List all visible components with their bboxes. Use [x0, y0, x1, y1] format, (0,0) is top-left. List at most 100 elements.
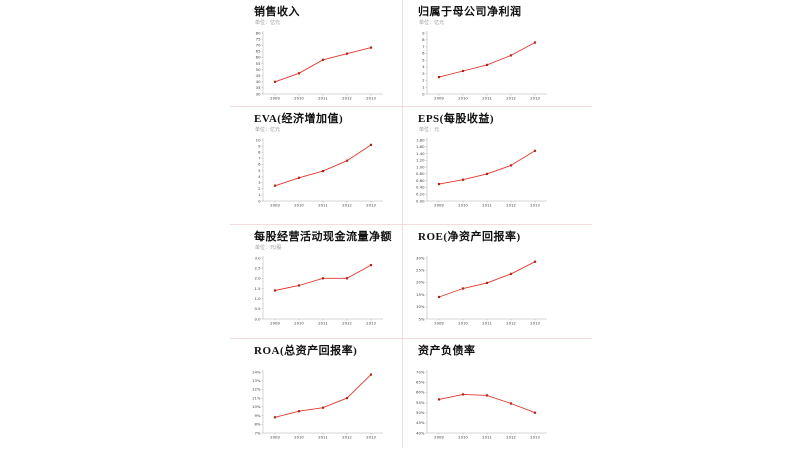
svg-text:0: 0	[422, 91, 425, 96]
svg-text:2013: 2013	[530, 435, 540, 440]
svg-text:2.5: 2.5	[254, 266, 261, 271]
svg-text:7%: 7%	[254, 430, 260, 435]
svg-text:5: 5	[258, 168, 261, 173]
svg-text:1.0: 1.0	[254, 296, 261, 301]
svg-text:2012: 2012	[342, 321, 352, 326]
svg-text:1.20: 1.20	[416, 158, 425, 163]
chart-card-roa: ROA(总资产回报率) 7% 8% 9% 10% 11% 12% 13% 14% 2009 201…	[230, 339, 402, 448]
line-chart-canvas: 0.000.20 0.40 0.60 0.80 1.001.20 1.40 1.60 1.80…	[416, 137, 547, 208]
svg-text:6: 6	[258, 162, 261, 167]
svg-text:2010: 2010	[458, 96, 468, 101]
svg-text:9: 9	[258, 143, 261, 148]
chart-card-parent-net-profit: 归属于母公司净利润 单位：亿元 0 1 2 3 4 5 6 7 8 9 2009 2010 2011 20…	[402, 0, 592, 107]
svg-text:2012: 2012	[342, 435, 352, 440]
svg-text:45%: 45%	[416, 420, 425, 425]
chart-title-roe: ROE(净资产回报率)	[418, 231, 521, 243]
svg-text:10%: 10%	[252, 404, 261, 409]
chart-title-roa: ROA(总资产回报率)	[254, 345, 358, 357]
line-chart-canvas: 40% 45% 50% 55% 60% 65% 70% 2009 2010 2011 2012 201…	[416, 369, 547, 440]
svg-text:2009: 2009	[434, 321, 444, 326]
svg-text:9: 9	[422, 30, 425, 35]
svg-text:55%: 55%	[416, 400, 425, 405]
chart-card-roe: ROE(净资产回报率) 5% 10% 15% 20% 25% 30% 2009 2010 201…	[402, 225, 592, 339]
svg-text:0.60: 0.60	[416, 178, 425, 183]
svg-text:15%: 15%	[416, 292, 425, 297]
svg-text:7: 7	[422, 44, 425, 49]
chart-unit-label: 单位：亿元	[419, 20, 445, 26]
chart-card-cashflow-per-share: 每股经营活动现金流量净额 单位：元/股 0.0 0.5 1.0 1.5 2.0 2.5 3.…	[230, 225, 402, 339]
svg-text:10%: 10%	[416, 304, 425, 309]
svg-text:2010: 2010	[458, 321, 468, 326]
svg-text:2010: 2010	[294, 96, 304, 101]
chart-unit-label: 单位：元/股	[255, 245, 282, 251]
line-chart-canvas: 0.0 0.5 1.0 1.5 2.0 2.5 3.0 2009 2010 2011 2012 201…	[254, 255, 383, 326]
svg-text:11%: 11%	[252, 395, 261, 400]
svg-text:30: 30	[256, 91, 261, 96]
svg-text:1.00: 1.00	[416, 164, 425, 169]
svg-text:2013: 2013	[366, 96, 376, 101]
svg-text:7: 7	[258, 156, 261, 161]
chart-title-sales-revenue: 销售收入	[254, 6, 300, 18]
svg-text:2009: 2009	[270, 96, 280, 101]
svg-text:3.0: 3.0	[254, 255, 261, 260]
svg-text:1.5: 1.5	[254, 286, 261, 291]
chart-card-sales-revenue: 销售收入 单位：亿元 30 35 40 45 50 55 60 65 70 75 80 2009 201…	[230, 0, 402, 107]
svg-text:2011: 2011	[318, 435, 328, 440]
svg-text:2012: 2012	[342, 203, 352, 208]
svg-text:14%: 14%	[252, 369, 261, 374]
svg-text:70: 70	[256, 43, 261, 48]
svg-text:45: 45	[256, 73, 261, 78]
svg-text:50%: 50%	[416, 410, 425, 415]
svg-text:0.20: 0.20	[416, 192, 425, 197]
svg-text:12%: 12%	[252, 387, 261, 392]
chart-unit-label: 单位：亿元	[255, 127, 281, 133]
svg-text:2013: 2013	[366, 321, 376, 326]
line-chart-roe: 5% 10% 15% 20% 25% 30% 2009 2010 2011 2012 2013	[416, 253, 558, 335]
svg-text:2009: 2009	[434, 203, 444, 208]
line-chart-canvas: 5% 10% 15% 20% 25% 30% 2009 2010 2011 2012 2013	[416, 255, 547, 326]
svg-text:8: 8	[422, 37, 425, 42]
line-chart-sales-revenue: 30 35 40 45 50 55 60 65 70 75 80 2009 2010 2011 2012 20…	[254, 28, 394, 110]
svg-text:60: 60	[256, 55, 261, 60]
svg-text:2011: 2011	[482, 96, 492, 101]
line-chart-cashflow-per-share: 0.0 0.5 1.0 1.5 2.0 2.5 3.0 2009 2010 2011 2012 201…	[254, 253, 394, 335]
svg-text:2012: 2012	[506, 321, 516, 326]
svg-text:2011: 2011	[318, 96, 328, 101]
line-chart-eps: 0.00 0.20 0.40 0.60 0.80 1.00 1.20 1.40 1.60 1.80…	[416, 135, 558, 217]
svg-text:4: 4	[422, 64, 425, 69]
svg-text:2011: 2011	[318, 203, 328, 208]
svg-text:3: 3	[258, 180, 261, 185]
svg-text:2011: 2011	[482, 203, 492, 208]
svg-text:80: 80	[256, 30, 261, 35]
svg-text:4: 4	[258, 174, 261, 179]
svg-text:2009: 2009	[270, 203, 280, 208]
chart-card-eps: EPS(每股收益) 单位：元 0.00 0.20 0.40 0.60 0.80 1.00 1…	[402, 107, 592, 225]
chart-unit-label	[255, 359, 402, 366]
svg-text:2010: 2010	[458, 435, 468, 440]
svg-text:1: 1	[258, 192, 261, 197]
svg-text:2010: 2010	[294, 203, 304, 208]
svg-text:2011: 2011	[482, 321, 492, 326]
svg-text:0: 0	[258, 198, 261, 203]
svg-text:2011: 2011	[482, 435, 492, 440]
svg-text:2010: 2010	[294, 321, 304, 326]
svg-text:30%: 30%	[416, 255, 425, 260]
svg-text:0.40: 0.40	[416, 185, 425, 190]
svg-text:2: 2	[422, 78, 425, 83]
svg-text:2.0: 2.0	[254, 276, 261, 281]
chart-title-eva: EVA(经济增加值)	[254, 113, 344, 125]
chart-unit-label	[419, 359, 592, 366]
svg-text:2010: 2010	[294, 435, 304, 440]
svg-text:3: 3	[422, 71, 425, 76]
chart-card-eva: EVA(经济增加值) 单位：亿元 0 1 2 3 4 5 6 7 8 9 10 2009 2010 201…	[230, 107, 402, 225]
svg-text:55: 55	[256, 61, 261, 66]
svg-text:2010: 2010	[458, 203, 468, 208]
svg-text:0.80: 0.80	[416, 171, 425, 176]
svg-text:40: 40	[256, 79, 261, 84]
svg-text:13%: 13%	[252, 378, 261, 383]
svg-text:2012: 2012	[342, 96, 352, 101]
svg-text:5: 5	[422, 57, 425, 62]
svg-text:50: 50	[256, 67, 261, 72]
chart-unit-label	[419, 245, 592, 252]
svg-text:2013: 2013	[530, 96, 540, 101]
